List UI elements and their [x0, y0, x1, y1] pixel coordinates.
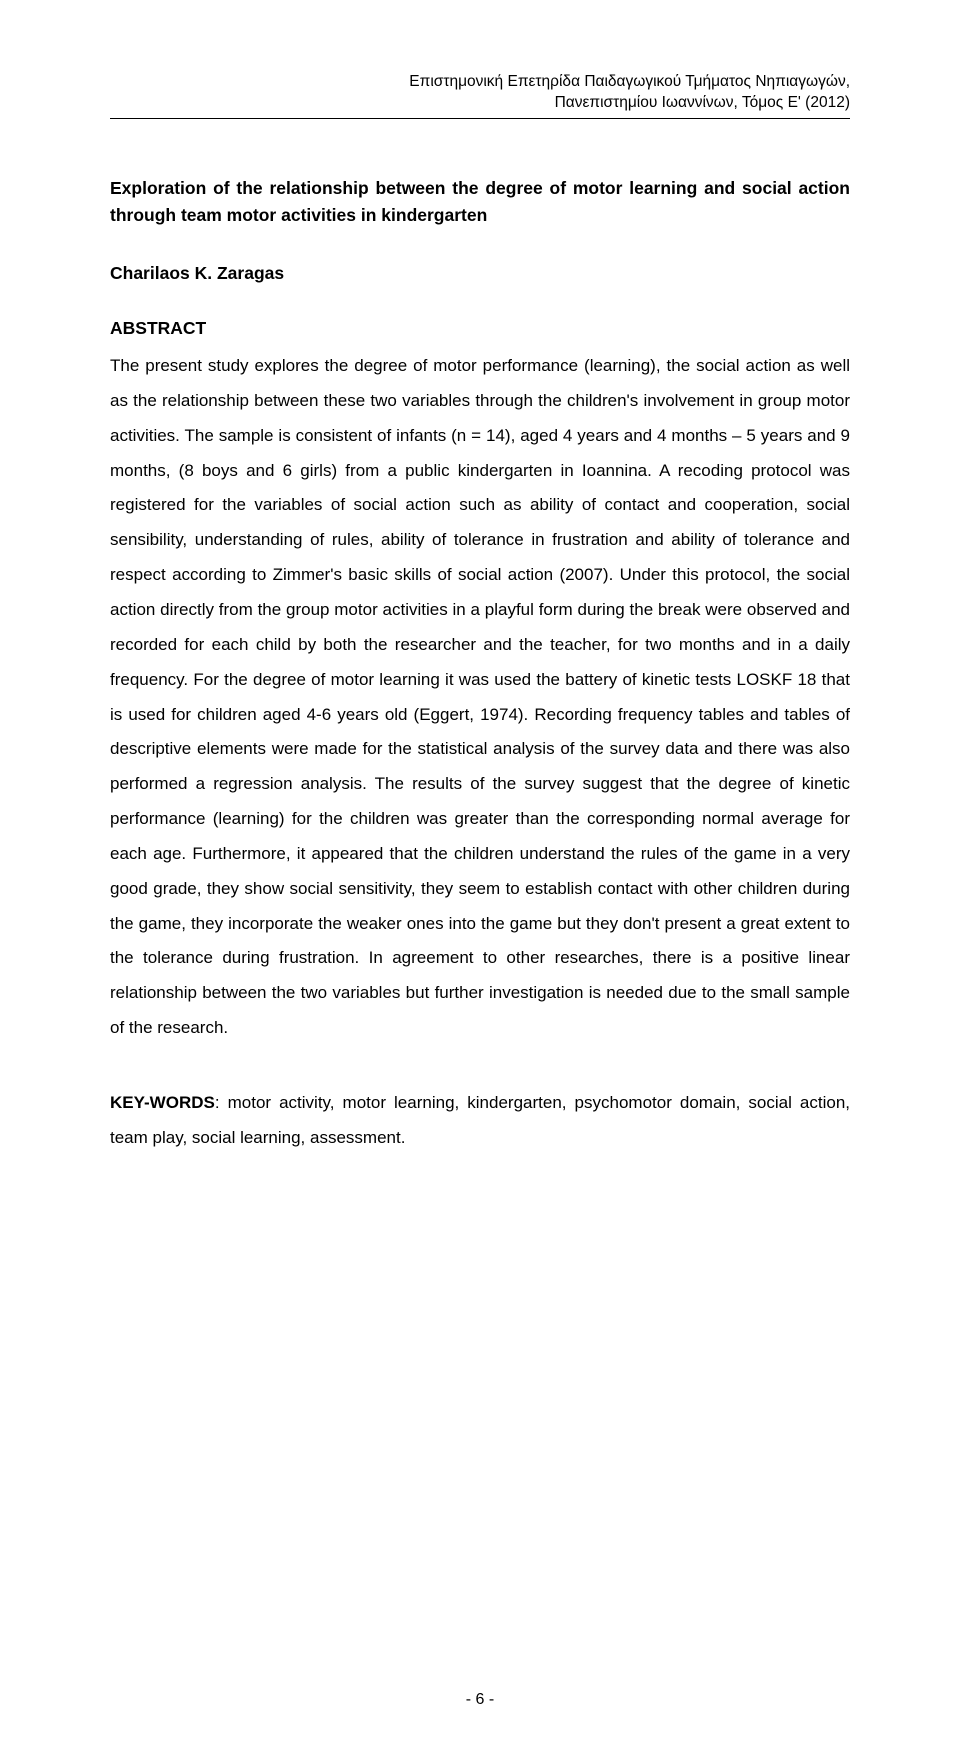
- keywords-section: KEY-WORDS: motor activity, motor learnin…: [110, 1086, 850, 1156]
- keywords-label: KEY-WORDS: [110, 1093, 215, 1112]
- abstract-label: ABSTRACT: [110, 318, 850, 339]
- page-footer: - 6 -: [0, 1691, 960, 1709]
- page: Επιστημονική Επετηρίδα Παιδαγωγικού Τμήμ…: [0, 0, 960, 1761]
- author-name: Charilaos K. Zaragas: [110, 263, 850, 284]
- abstract-body: The present study explores the degree of…: [110, 349, 850, 1046]
- running-head-line2: Πανεπιστημίου Ιωαννίνων, Τόμος Ε' (2012): [110, 93, 850, 114]
- running-head: Επιστημονική Επετηρίδα Παιδαγωγικού Τμήμ…: [110, 72, 850, 114]
- keywords-text: : motor activity, motor learning, kinder…: [110, 1093, 850, 1147]
- article-title: Exploration of the relationship between …: [110, 175, 850, 229]
- running-head-line1: Επιστημονική Επετηρίδα Παιδαγωγικού Τμήμ…: [110, 72, 850, 93]
- page-number: - 6 -: [466, 1691, 494, 1708]
- header-rule: [110, 118, 850, 119]
